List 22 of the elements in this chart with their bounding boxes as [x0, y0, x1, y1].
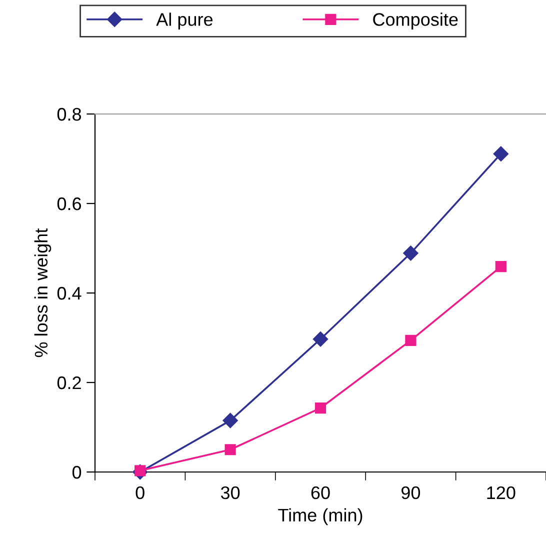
x-axis-title: Time (min): [278, 508, 362, 526]
legend-label: Composite: [373, 12, 458, 30]
y-tick-label: 0.4: [57, 286, 82, 300]
x-tick-label: 0: [136, 486, 144, 500]
legend-label: Al pure: [156, 12, 213, 30]
point: [493, 146, 508, 162]
point: [312, 332, 328, 347]
point: [224, 444, 236, 456]
point: [222, 412, 238, 428]
y-tick-label: 0.6: [57, 197, 82, 210]
point: [405, 334, 416, 346]
x-tick-label: 60: [311, 486, 330, 500]
point: [403, 246, 418, 261]
y-tick-label: 0: [72, 466, 82, 479]
point: [314, 402, 326, 414]
x-tick-label: 30: [220, 486, 240, 500]
point: [495, 261, 506, 272]
y-axis-title: % loss in weight: [34, 228, 52, 358]
y-tick-label: 0.8: [57, 108, 82, 121]
y-tick-label: 0.2: [57, 376, 81, 390]
x-tick-label: 90: [402, 486, 420, 500]
x-tick-label: 120: [487, 486, 516, 500]
